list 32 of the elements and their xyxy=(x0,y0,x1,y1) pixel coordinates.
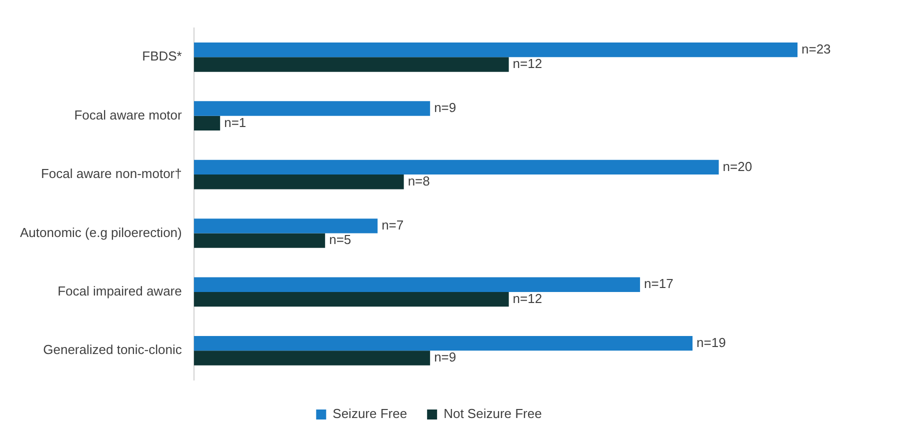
bar xyxy=(194,336,693,351)
data-label: n=23 xyxy=(802,41,831,56)
y-tick-label: Focal aware non-motor† xyxy=(40,166,182,182)
y-tick-label: Generalized tonic-clonic xyxy=(43,342,182,358)
bar xyxy=(194,350,430,366)
data-label: n=7 xyxy=(382,217,404,232)
bar xyxy=(194,218,378,234)
data-label: n=17 xyxy=(644,276,674,292)
data-label: n=19 xyxy=(696,334,726,350)
data-label: n=8 xyxy=(408,173,430,188)
data-label: n=1 xyxy=(224,114,246,130)
y-tick-label: Focal aware motor xyxy=(74,107,183,122)
bar xyxy=(194,277,640,292)
data-label: n=12 xyxy=(512,290,542,306)
data-label: n=9 xyxy=(434,350,456,365)
data-label: n=12 xyxy=(512,56,542,72)
data-label: n=5 xyxy=(329,232,352,248)
bar xyxy=(194,292,509,307)
bar xyxy=(194,101,430,116)
bar xyxy=(194,116,220,131)
data-label: n=20 xyxy=(722,158,752,174)
bar xyxy=(194,160,719,175)
data-label: n=9 xyxy=(434,100,456,116)
bar xyxy=(194,42,798,58)
y-tick-label: FBDS* xyxy=(142,48,182,64)
bar xyxy=(194,233,326,248)
legend-label: Seizure Free xyxy=(332,406,408,422)
legend-label: Not Seizure Free xyxy=(444,406,542,422)
y-tick-label: Autonomic (e.g piloerection) xyxy=(20,224,182,240)
bar xyxy=(194,57,509,72)
bar xyxy=(194,174,404,190)
y-tick-label: Focal impaired aware xyxy=(58,284,182,299)
